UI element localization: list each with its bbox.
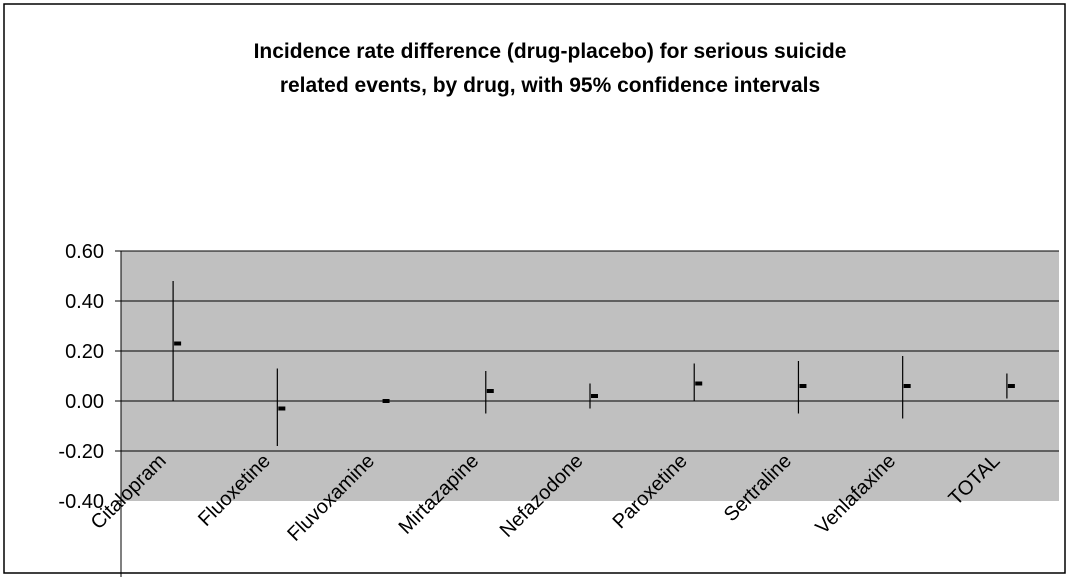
point-estimate	[591, 394, 598, 398]
y-tick-label: 0.20	[65, 341, 104, 363]
y-axis-ticks: 0.60 0.40 0.20 0.00 -0.20 -0.40	[58, 241, 121, 513]
y-tick-label: 0.00	[65, 391, 104, 413]
point-estimate	[799, 384, 807, 388]
point-estimate	[695, 381, 703, 386]
point-estimate	[278, 406, 286, 411]
point-estimate	[382, 399, 390, 403]
y-tick-label: -0.40	[58, 491, 104, 513]
y-tick-label: -0.20	[58, 441, 104, 463]
y-tick-label: 0.60	[65, 241, 104, 263]
point-estimate	[903, 384, 911, 388]
error-bars	[172, 281, 1015, 446]
chart-title-line-2: related events, by drug, with 95% confid…	[280, 74, 820, 97]
point-estimate	[1007, 384, 1015, 388]
chart-title-line-1: Incidence rate difference (drug-placebo)…	[254, 40, 847, 63]
point-estimate	[174, 341, 182, 346]
y-tick-label: 0.40	[65, 291, 104, 313]
point-estimate	[486, 389, 494, 393]
